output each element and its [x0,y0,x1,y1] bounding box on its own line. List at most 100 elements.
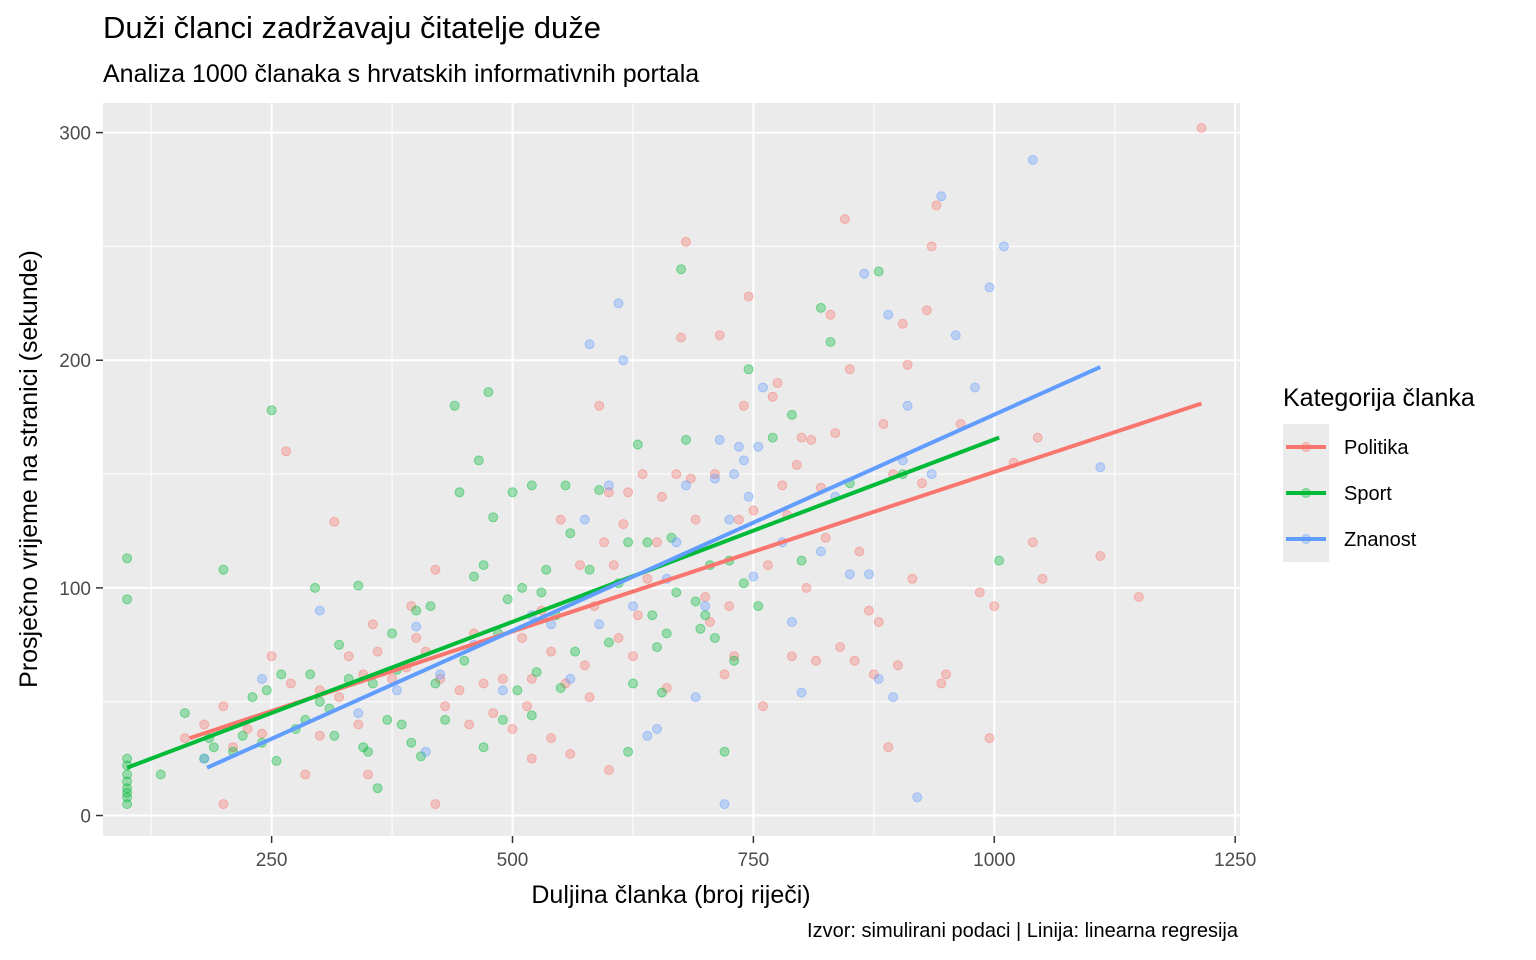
data-point-politika [839,214,850,225]
data-point-politika [546,733,557,744]
data-point-sport [671,587,682,598]
data-point-politika [806,434,817,445]
data-point-sport [454,487,465,498]
data-point-znanost [594,619,605,630]
data-point-politika [936,678,947,689]
data-point-sport [488,512,499,523]
data-point-sport [122,553,133,564]
trend-line-politika [189,401,1203,741]
data-point-politika [1037,573,1048,584]
data-point-politika [868,669,879,680]
data-point-sport [647,610,658,621]
data-point-politika [603,765,614,775]
data-point-politika [892,660,903,671]
data-point-politika [454,685,465,696]
data-point-znanost [984,282,995,293]
data-point-politika [878,419,889,429]
data-point-politika [218,799,229,810]
data-point-sport [266,405,277,416]
data-point-znanost [786,617,797,627]
data-point-sport [425,601,436,612]
legend-key-point [1301,488,1311,498]
data-point-politika [555,514,566,525]
data-point-politika [854,546,865,557]
data-point-politika [873,617,884,627]
data-point-sport [517,582,528,593]
data-point-znanost [796,687,807,698]
data-point-politika [584,692,595,703]
data-point-znanost [844,569,855,580]
data-point-znanost [584,339,595,350]
data-point-sport [507,487,518,498]
data-point-znanost [902,400,913,411]
data-point-sport [652,642,662,653]
data-point-politika [329,516,340,527]
data-point-politika [791,459,802,470]
data-point-politika [1196,123,1207,133]
data-point-politika [811,655,821,666]
data-point-politika [430,564,441,575]
data-point-politika [608,560,619,571]
data-point-politika [478,678,489,689]
data-point-politika [497,673,508,684]
x-tick-label: 250 [256,850,288,871]
data-point-znanost [199,753,210,764]
data-point-politika [642,573,653,584]
data-point-politika [372,646,383,657]
data-point-sport [353,580,364,591]
data-point-sport [122,783,133,794]
data-point-politika [835,642,846,653]
legend-title: Kategorija članka [1283,384,1475,412]
data-point-sport [122,753,133,764]
data-point-znanost [733,441,744,452]
legend-label-znanost: Znanost [1344,529,1417,551]
data-point-sport [994,555,1005,566]
data-point-sport [719,746,730,757]
data-point-sport [695,623,706,634]
data-point-znanost [700,601,711,612]
data-point-politika [917,478,927,489]
data-point-politika [623,487,634,498]
data-point-politika [594,400,605,411]
data-point-politika [681,236,691,247]
data-point-sport [334,639,345,650]
data-point-sport [743,364,754,375]
data-point-politika [709,469,720,480]
data-point-znanost [950,330,961,341]
data-point-politika [830,428,841,439]
data-point-znanost [628,601,638,612]
data-point-znanost [748,571,759,582]
data-point-znanost [690,692,701,703]
data-point-politika [1027,537,1038,548]
data-point-politika [440,701,451,712]
data-point-sport [738,578,749,589]
data-point-sport [314,696,325,707]
data-point-politika [777,480,788,491]
data-point-sport [603,637,614,648]
data-point-politika [685,473,696,484]
data-point-sport [199,753,210,764]
data-point-sport [632,439,643,450]
legend-key-point [1301,442,1311,452]
data-point-sport [387,628,398,639]
data-points [122,123,1207,810]
data-point-sport [237,730,248,741]
data-point-sport [623,537,634,548]
data-point-znanost [618,355,629,366]
data-point-sport [565,528,576,539]
data-point-sport [642,537,653,548]
data-point-politika [526,753,537,764]
data-point-politika [762,560,773,571]
data-point-znanost [681,480,691,491]
data-point-politika [199,719,210,730]
data-point-politika [628,651,638,662]
data-point-znanost [652,724,662,734]
data-point-politika [758,701,768,712]
data-point-sport [305,669,316,680]
data-point-sport [570,646,581,657]
data-point-znanost [314,605,325,616]
data-point-politika [526,673,537,684]
data-point-politika [1133,592,1144,602]
data-point-sport [478,742,489,753]
data-point-sport [536,587,547,598]
